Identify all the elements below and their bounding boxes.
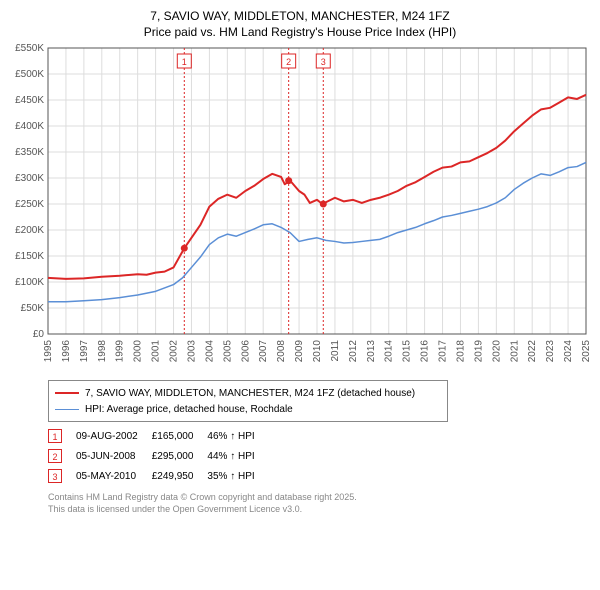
svg-text:£150K: £150K	[15, 251, 44, 262]
legend-label: 7, SAVIO WAY, MIDDLETON, MANCHESTER, M24…	[85, 388, 415, 399]
svg-text:3: 3	[321, 57, 326, 67]
svg-text:2021: 2021	[509, 340, 520, 363]
svg-text:£450K: £450K	[15, 95, 44, 106]
legend-swatch	[55, 392, 79, 394]
svg-text:£550K: £550K	[15, 44, 44, 54]
chart-title-block: 7, SAVIO WAY, MIDDLETON, MANCHESTER, M24…	[8, 8, 592, 40]
svg-text:2013: 2013	[366, 340, 377, 363]
svg-text:£250K: £250K	[15, 199, 44, 210]
sale-price: £165,000	[152, 426, 208, 446]
legend-item: 7, SAVIO WAY, MIDDLETON, MANCHESTER, M24…	[55, 385, 441, 401]
svg-text:£200K: £200K	[15, 225, 44, 236]
legend: 7, SAVIO WAY, MIDDLETON, MANCHESTER, M24…	[48, 380, 448, 422]
title-line-2: Price paid vs. HM Land Registry's House …	[8, 24, 592, 40]
svg-text:1996: 1996	[61, 340, 72, 363]
svg-text:1997: 1997	[79, 340, 90, 363]
svg-text:2017: 2017	[438, 340, 449, 363]
title-line-1: 7, SAVIO WAY, MIDDLETON, MANCHESTER, M24…	[8, 8, 592, 24]
svg-text:2008: 2008	[276, 340, 287, 363]
svg-text:2012: 2012	[348, 340, 359, 363]
svg-text:1998: 1998	[97, 340, 108, 363]
svg-text:£300K: £300K	[15, 173, 44, 184]
sale-delta: 44% ↑ HPI	[207, 446, 268, 466]
svg-text:2002: 2002	[169, 340, 180, 363]
svg-text:2: 2	[286, 57, 291, 67]
svg-text:2015: 2015	[402, 340, 413, 363]
footer-line-1: Contains HM Land Registry data © Crown c…	[48, 492, 592, 504]
svg-text:2004: 2004	[204, 340, 215, 363]
svg-text:1: 1	[182, 57, 187, 67]
table-row: 1 09-AUG-2002£165,00046% ↑ HPI	[48, 426, 269, 446]
sale-delta: 46% ↑ HPI	[207, 426, 268, 446]
sale-date: 05-MAY-2010	[76, 466, 152, 486]
svg-text:£50K: £50K	[21, 303, 45, 314]
svg-text:2000: 2000	[133, 340, 144, 363]
sale-delta: 35% ↑ HPI	[207, 466, 268, 486]
sale-number-badge: 1	[48, 429, 62, 443]
svg-text:2007: 2007	[258, 340, 269, 363]
svg-text:1999: 1999	[115, 340, 126, 363]
legend-item: HPI: Average price, detached house, Roch…	[55, 401, 441, 417]
svg-text:2023: 2023	[545, 340, 556, 363]
svg-text:2003: 2003	[186, 340, 197, 363]
svg-text:£0: £0	[33, 329, 45, 340]
svg-text:2005: 2005	[222, 340, 233, 363]
svg-text:2011: 2011	[330, 340, 341, 362]
svg-text:2020: 2020	[491, 340, 502, 363]
svg-text:2024: 2024	[563, 340, 574, 363]
sale-price: £249,950	[152, 466, 208, 486]
svg-text:£350K: £350K	[15, 147, 44, 158]
svg-text:2009: 2009	[294, 340, 305, 363]
attribution-footer: Contains HM Land Registry data © Crown c…	[48, 492, 592, 515]
svg-text:2006: 2006	[240, 340, 251, 363]
svg-text:£400K: £400K	[15, 121, 44, 132]
svg-text:£500K: £500K	[15, 69, 44, 80]
sale-price: £295,000	[152, 446, 208, 466]
svg-text:£100K: £100K	[15, 277, 44, 288]
footer-line-2: This data is licensed under the Open Gov…	[48, 504, 592, 516]
sales-table: 1 09-AUG-2002£165,00046% ↑ HPI 2 05-JUN-200…	[48, 426, 269, 486]
sale-date: 09-AUG-2002	[76, 426, 152, 446]
table-row: 2 05-JUN-2008£295,00044% ↑ HPI	[48, 446, 269, 466]
svg-text:2019: 2019	[473, 340, 484, 363]
svg-text:2025: 2025	[581, 340, 592, 363]
sale-date: 05-JUN-2008	[76, 446, 152, 466]
line-chart: £0 £50K £100K £150K £200K £250K £300K £350K £400…	[8, 44, 592, 374]
table-row: 3 05-MAY-2010£249,95035% ↑ HPI	[48, 466, 269, 486]
sale-number-badge: 2	[48, 449, 62, 463]
legend-swatch	[55, 409, 79, 410]
svg-text:2022: 2022	[527, 340, 538, 363]
legend-label: HPI: Average price, detached house, Roch…	[85, 404, 293, 415]
sale-number-badge: 3	[48, 469, 62, 483]
svg-text:2016: 2016	[420, 340, 431, 363]
svg-text:2018: 2018	[455, 340, 466, 363]
svg-text:2014: 2014	[384, 340, 395, 363]
chart-container: £0 £50K £100K £150K £200K £250K £300K £350K £400…	[8, 44, 592, 374]
svg-text:2010: 2010	[312, 340, 323, 363]
svg-text:1995: 1995	[43, 340, 54, 363]
svg-text:2001: 2001	[151, 340, 162, 363]
